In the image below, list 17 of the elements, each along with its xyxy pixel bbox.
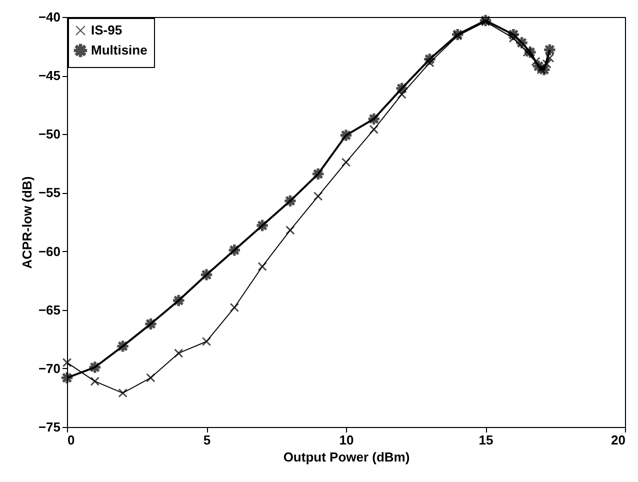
y-tick-label: −40	[38, 10, 60, 24]
legend-label: Multisine	[91, 42, 148, 58]
x-tick-label: 0	[68, 432, 75, 448]
y-tick-label: −60	[38, 244, 60, 259]
y-axis-title: ACPR-low (dB)	[19, 176, 34, 269]
x-tick-label: 5	[203, 432, 211, 448]
y-tick-label: −65	[38, 302, 60, 318]
y-tick-label: −45	[38, 68, 60, 84]
y-tick-label: −75	[38, 420, 60, 434]
x-tick-label: 20	[611, 432, 626, 448]
y-tick-label: −55	[38, 185, 60, 200]
legend-label: IS-95	[91, 22, 122, 38]
x-tick-label: 15	[478, 432, 494, 448]
y-tick-label: −70	[38, 360, 60, 376]
x-tick-label: 10	[339, 432, 354, 448]
x-axis-title: Output Power (dBm)	[283, 450, 410, 464]
y-tick-label: −50	[38, 126, 60, 142]
